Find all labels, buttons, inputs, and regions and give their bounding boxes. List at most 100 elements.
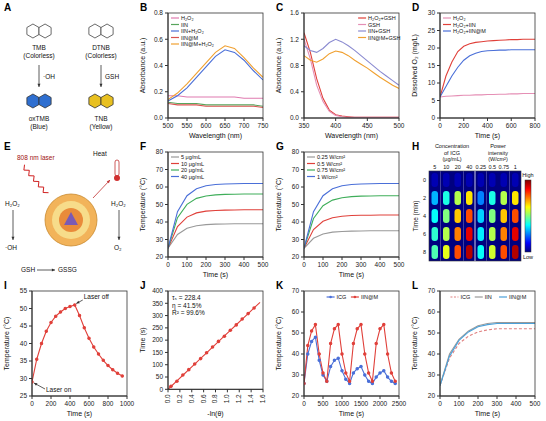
svg-text:0.6: 0.6 xyxy=(200,394,207,403)
svg-text:500: 500 xyxy=(394,122,405,129)
svg-text:Low: Low xyxy=(523,254,533,260)
svg-text:400: 400 xyxy=(375,261,386,268)
svg-text:J: J xyxy=(140,280,146,291)
svg-text:Wavelength (nm): Wavelength (nm) xyxy=(189,132,242,140)
svg-text:40: 40 xyxy=(156,218,164,225)
svg-text:70: 70 xyxy=(428,287,436,294)
svg-text:IIN@M+H₂O₂: IIN@M+H₂O₂ xyxy=(181,41,214,47)
svg-text:τₛ = 228.4: τₛ = 228.4 xyxy=(172,294,201,301)
svg-text:Time (s): Time (s) xyxy=(339,410,364,418)
svg-text:η = 41.5%: η = 41.5% xyxy=(172,302,202,310)
svg-text:0.4: 0.4 xyxy=(290,88,299,95)
svg-text:Temperature (°C): Temperature (°C) xyxy=(3,317,11,371)
svg-text:Concentration: Concentration xyxy=(435,143,469,149)
svg-text:IIN@M+GSH: IIN@M+GSH xyxy=(368,35,400,41)
svg-text:Time (s): Time (s) xyxy=(139,327,147,352)
svg-text:Time (min): Time (min) xyxy=(412,201,420,232)
svg-text:200: 200 xyxy=(473,400,484,407)
svg-text:0: 0 xyxy=(438,122,442,129)
svg-text:200: 200 xyxy=(46,400,57,407)
svg-text:30: 30 xyxy=(428,9,436,16)
svg-text:Time (s): Time (s) xyxy=(475,410,500,418)
svg-text:·OH: ·OH xyxy=(5,244,17,251)
svg-text:30: 30 xyxy=(292,371,300,378)
svg-text:40: 40 xyxy=(20,340,28,347)
svg-text:5 μg/mL: 5 μg/mL xyxy=(181,154,201,160)
svg-text:80: 80 xyxy=(292,148,300,155)
svg-text:of ICG: of ICG xyxy=(444,150,460,156)
svg-text:50: 50 xyxy=(156,201,164,208)
svg-text:10: 10 xyxy=(443,164,449,170)
svg-text:150: 150 xyxy=(152,349,163,356)
svg-text:0.75: 0.75 xyxy=(498,164,509,170)
svg-text:I: I xyxy=(4,280,7,291)
svg-text:(Yellow): (Yellow) xyxy=(90,123,113,131)
svg-text:IIN+GSH: IIN+GSH xyxy=(368,28,390,34)
svg-text:Laser off: Laser off xyxy=(84,293,109,300)
svg-text:oxTMB: oxTMB xyxy=(29,115,50,122)
svg-text:Time (s): Time (s) xyxy=(203,271,228,279)
svg-text:H₂O₂: H₂O₂ xyxy=(111,200,126,207)
svg-text:60: 60 xyxy=(156,183,164,190)
svg-text:F: F xyxy=(140,141,146,152)
svg-text:100: 100 xyxy=(454,400,465,407)
svg-text:1 W/cm²: 1 W/cm² xyxy=(317,174,338,180)
svg-text:1.4: 1.4 xyxy=(247,394,254,403)
svg-text:40: 40 xyxy=(292,350,300,357)
svg-text:45: 45 xyxy=(20,322,28,329)
svg-text:20: 20 xyxy=(156,253,164,260)
svg-text:Dissolved O₂ (mg/L): Dissolved O₂ (mg/L) xyxy=(411,34,419,97)
svg-text:20: 20 xyxy=(455,164,461,170)
svg-text:GSH: GSH xyxy=(368,22,380,28)
svg-text:650: 650 xyxy=(220,122,231,129)
svg-text:G: G xyxy=(276,141,284,152)
svg-text:400: 400 xyxy=(330,122,341,129)
svg-text:0.2: 0.2 xyxy=(154,88,163,95)
svg-text:0: 0 xyxy=(302,261,306,268)
svg-text:350: 350 xyxy=(299,122,310,129)
svg-text:30: 30 xyxy=(20,375,28,382)
svg-text:20 μg/mL: 20 μg/mL xyxy=(181,167,204,173)
svg-text:20: 20 xyxy=(292,253,300,260)
svg-text:H₂O₂+IIN@M: H₂O₂+IIN@M xyxy=(453,28,486,34)
svg-text:0.8: 0.8 xyxy=(290,62,299,69)
svg-text:0: 0 xyxy=(423,177,426,183)
svg-text:IIN+H₂O₂: IIN+H₂O₂ xyxy=(181,28,204,34)
svg-text:8: 8 xyxy=(423,249,426,255)
svg-text:100: 100 xyxy=(152,361,163,368)
svg-text:50: 50 xyxy=(156,373,164,380)
svg-text:30: 30 xyxy=(428,371,436,378)
svg-text:70: 70 xyxy=(292,166,300,173)
svg-text:808 nm laser: 808 nm laser xyxy=(17,154,55,161)
svg-text:750: 750 xyxy=(258,122,269,129)
svg-text:800: 800 xyxy=(103,400,114,407)
svg-text:450: 450 xyxy=(362,122,373,129)
svg-text:0: 0 xyxy=(159,386,163,393)
svg-text:200: 200 xyxy=(201,261,212,268)
svg-text:400: 400 xyxy=(239,261,250,268)
svg-text:1.6: 1.6 xyxy=(290,9,299,16)
svg-text:TMB: TMB xyxy=(32,44,46,51)
svg-text:500: 500 xyxy=(318,400,329,407)
svg-text:4: 4 xyxy=(423,213,426,219)
svg-text:400: 400 xyxy=(65,400,76,407)
svg-text:IIN: IIN xyxy=(485,294,492,300)
svg-text:100: 100 xyxy=(318,261,329,268)
svg-text:1.0: 1.0 xyxy=(223,394,230,403)
svg-text:Time (s): Time (s) xyxy=(339,271,364,279)
svg-text:40: 40 xyxy=(292,218,300,225)
svg-text:0.5 W/cm²: 0.5 W/cm² xyxy=(317,161,342,167)
svg-text:·OH: ·OH xyxy=(43,73,55,80)
svg-text:80: 80 xyxy=(156,148,164,155)
svg-text:0: 0 xyxy=(30,400,34,407)
svg-text:30: 30 xyxy=(292,236,300,243)
svg-text:H₂O₂: H₂O₂ xyxy=(181,15,194,21)
svg-text:(Blue): (Blue) xyxy=(30,123,47,131)
svg-text:K: K xyxy=(276,280,284,291)
svg-text:200: 200 xyxy=(152,336,163,343)
svg-text:B: B xyxy=(140,2,147,13)
svg-text:50: 50 xyxy=(292,201,300,208)
svg-text:10 μg/mL: 10 μg/mL xyxy=(181,161,204,167)
svg-text:C: C xyxy=(276,2,283,13)
svg-text:Temperature (°C): Temperature (°C) xyxy=(139,178,147,232)
